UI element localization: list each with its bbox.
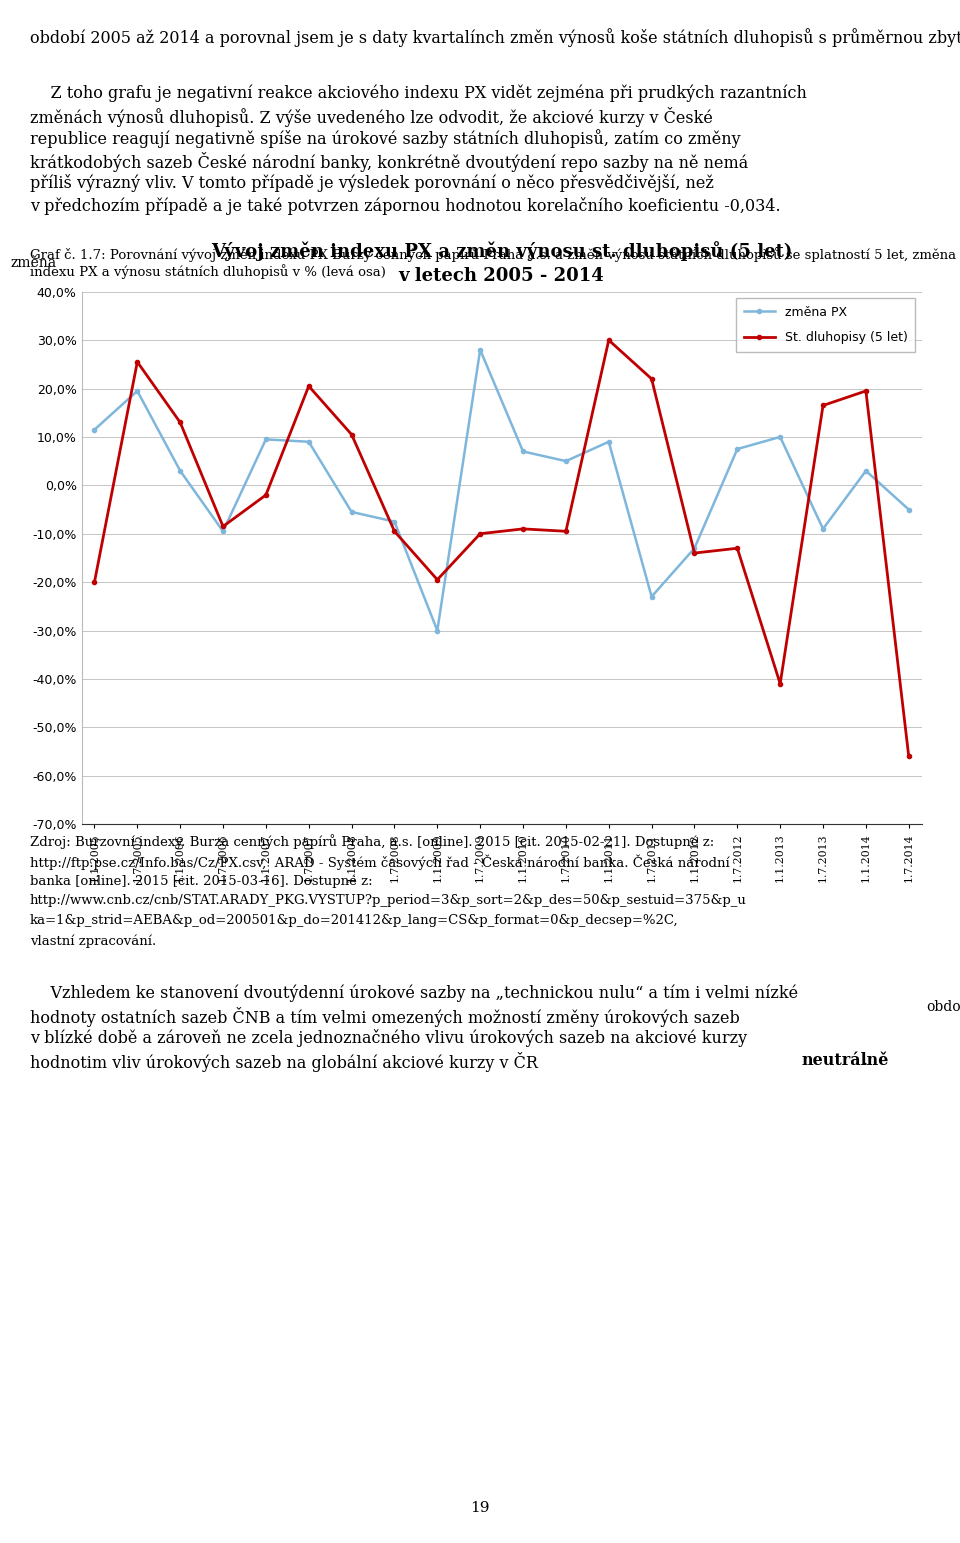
St. dluhopisy (5 let): [517, 520, 529, 539]
změna PX: [346, 503, 357, 522]
Text: Zdroj: Burzovní indexy. Burza cenných papírů Praha, a.s. [online]. 2015 [cit. 20: Zdroj: Burzovní indexy. Burza cenných pa…: [30, 835, 714, 849]
St. dluhopisy (5 let): [260, 486, 272, 505]
změna PX: [903, 500, 915, 518]
změna PX: [88, 420, 100, 438]
Text: http://ftp.pse.cz/Info.bas/Cz/PX.csv,  ARAD - Systém časových řad - Česká národn: http://ftp.pse.cz/Info.bas/Cz/PX.csv, AR…: [30, 855, 730, 870]
Text: banka [online]. 2015 [cit. 2015-03-16]. Dostupné z:: banka [online]. 2015 [cit. 2015-03-16]. …: [30, 873, 372, 887]
změna PX: [217, 522, 228, 540]
St. dluhopisy (5 let): [88, 572, 100, 591]
St. dluhopisy (5 let): [346, 426, 357, 444]
změna PX: [775, 427, 786, 446]
Text: Vzhledem ke stanovení dvoutýdenní úrokové sazby na „technickou nulu“ a tím i vel: Vzhledem ke stanovení dvoutýdenní úrokov…: [30, 984, 798, 1001]
St. dluhopisy (5 let): [775, 674, 786, 693]
Text: hodnotim vliv úrokových sazeb na globální akciové kurzy v ČR: hodnotim vliv úrokových sazeb na globáln…: [30, 1052, 548, 1071]
St. dluhopisy (5 let): [432, 571, 444, 589]
Text: v předchozím případě a je také potvrzen zápornou hodnotou korelačního koeficient: v předchozím případě a je také potvrzen …: [30, 198, 780, 214]
Text: Graf č. 1.7: Porovnání vývoj změn indexu PX Burzy cenných papírů Praha a.s. a zm: Graf č. 1.7: Porovnání vývoj změn indexu…: [30, 247, 956, 279]
Text: neutrálně: neutrálně: [802, 1052, 889, 1069]
změna PX: [646, 588, 658, 606]
změna PX: [474, 341, 486, 360]
St. dluhopisy (5 let): [389, 522, 400, 540]
Text: změna: změna: [11, 256, 57, 270]
Text: Z toho grafu je negativní reakce akciového indexu PX vidět zejména při prudkých : Z toho grafu je negativní reakce akciové…: [30, 85, 806, 102]
St. dluhopisy (5 let): [132, 353, 143, 372]
Title: Vývoj změn indexu PX a změn výnosu st. dluhopisů (5 let)
v letech 2005 - 2014: Vývoj změn indexu PX a změn výnosu st. d…: [211, 241, 792, 284]
Text: http://www.cnb.cz/cnb/STAT.ARADY_PKG.VYSTUP?p_period=3&p_sort=2&p_des=50&p_sestu: http://www.cnb.cz/cnb/STAT.ARADY_PKG.VYS…: [30, 893, 747, 907]
St. dluhopisy (5 let): [217, 517, 228, 535]
změna PX: [817, 520, 828, 539]
změna PX: [260, 430, 272, 449]
St. dluhopisy (5 let): [560, 522, 571, 540]
změna PX: [517, 443, 529, 461]
St. dluhopisy (5 let): [603, 330, 614, 349]
St. dluhopisy (5 let): [175, 414, 186, 432]
St. dluhopisy (5 let): [860, 381, 872, 400]
St. dluhopisy (5 let): [303, 376, 315, 395]
Line: změna PX: změna PX: [92, 347, 911, 633]
změna PX: [132, 381, 143, 400]
St. dluhopisy (5 let): [903, 747, 915, 765]
St. dluhopisy (5 let): [732, 539, 743, 557]
Text: vlastní zpracování.: vlastní zpracování.: [30, 934, 156, 947]
Text: 19: 19: [470, 1501, 490, 1515]
Text: .: .: [862, 1052, 867, 1069]
změna PX: [560, 452, 571, 471]
Legend: změna PX, St. dluhopisy (5 let): změna PX, St. dluhopisy (5 let): [736, 298, 915, 352]
změna PX: [389, 512, 400, 531]
změna PX: [303, 432, 315, 451]
změna PX: [732, 440, 743, 458]
změna PX: [175, 461, 186, 480]
Text: hodnoty ostatních sazeb ČNB a tím velmi omezených možností změny úrokových sazeb: hodnoty ostatních sazeb ČNB a tím velmi …: [30, 1006, 740, 1026]
změna PX: [860, 461, 872, 480]
změna PX: [603, 432, 614, 451]
změna PX: [432, 622, 444, 640]
Text: období: období: [925, 1000, 960, 1014]
Text: změnách výnosů dluhopisů. Z výše uvedeného lze odvodit, že akciové kurzy v České: změnách výnosů dluhopisů. Z výše uvedené…: [30, 106, 713, 127]
St. dluhopisy (5 let): [646, 370, 658, 389]
St. dluhopisy (5 let): [474, 525, 486, 543]
změna PX: [688, 539, 700, 557]
Text: krátkodobých sazeb České národní banky, konkrétně dvoutýdení repo sazby na ně ne: krátkodobých sazeb České národní banky, …: [30, 151, 748, 171]
Text: republice reagují negativně spíše na úrokové sazby státních dluhopisů, zatím co : republice reagují negativně spíše na úro…: [30, 130, 740, 148]
Text: období 2005 až 2014 a porovnal jsem je s daty kvartalínch změn výnosů koše státn: období 2005 až 2014 a porovnal jsem je s…: [30, 28, 960, 46]
St. dluhopisy (5 let): [817, 397, 828, 415]
St. dluhopisy (5 let): [688, 543, 700, 562]
Line: St. dluhopisy (5 let): St. dluhopisy (5 let): [92, 338, 911, 759]
Text: příliš výrazný vliv. V tomto případě je výsledek porovnání o něco přesvědčivější: příliš výrazný vliv. V tomto případě je …: [30, 174, 714, 193]
Text: ka=1&p_strid=AEBA&p_od=200501&p_do=201412&p_lang=CS&p_format=0&p_decsep=%2C,: ka=1&p_strid=AEBA&p_od=200501&p_do=20141…: [30, 913, 679, 927]
Text: v blízké době a zároveň ne zcela jednoznačného vlivu úrokových sazeb na akciové : v blízké době a zároveň ne zcela jednozn…: [30, 1029, 747, 1048]
